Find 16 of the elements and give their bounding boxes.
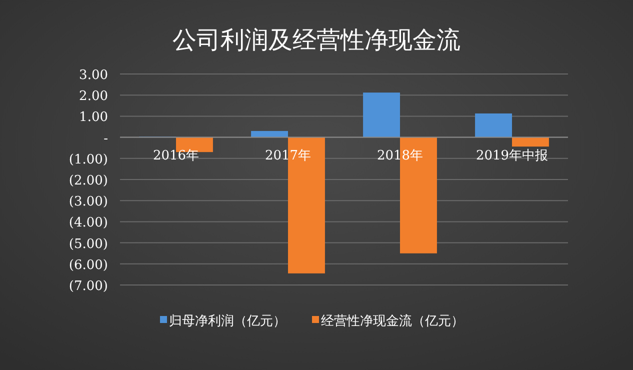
legend-label: 归母净利润（亿元） bbox=[169, 314, 286, 329]
y-tick-label: (6.00) bbox=[68, 258, 108, 273]
y-tick-label: 3.00 bbox=[79, 68, 108, 83]
y-tick-label: 1.00 bbox=[79, 110, 108, 126]
y-tick-label: (1.00) bbox=[68, 152, 108, 168]
y-tick-label: (3.00) bbox=[68, 194, 108, 210]
x-tick-label: 2016年 bbox=[152, 148, 200, 164]
legend-label: 经营性净现金流（亿元） bbox=[321, 313, 464, 329]
y-tick-label: (7.00) bbox=[68, 279, 108, 294]
x-tick-label: 2019年中报 bbox=[476, 148, 548, 164]
y-tick-label: (2.00) bbox=[68, 174, 108, 188]
y-tick-label: (5.00) bbox=[68, 236, 108, 252]
y-tick-label: 2.00 bbox=[79, 89, 108, 104]
y-tick-label: - bbox=[104, 131, 108, 146]
chart-title: 公司利润及经营性净现金流 bbox=[172, 26, 460, 54]
y-tick-label: (4.00) bbox=[68, 216, 108, 231]
